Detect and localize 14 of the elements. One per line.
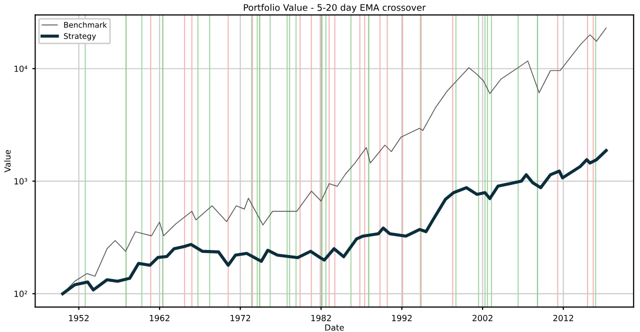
x-tick-label: 1972 <box>230 314 250 322</box>
x-tick-label: 2012 <box>553 314 574 322</box>
x-tick-label: 1992 <box>392 314 412 322</box>
y-axis-title: Value <box>4 150 11 172</box>
x-tick-label: 1962 <box>150 314 170 322</box>
x-tick-label: 2002 <box>472 314 492 322</box>
x-tick-label: 1952 <box>69 314 89 322</box>
chart-title: Portfolio Value - 5-20 day EMA crossover <box>244 4 426 13</box>
x-tick-label: 1982 <box>311 314 331 322</box>
line-series <box>61 149 608 296</box>
y-tick-label: 10³ <box>14 178 28 184</box>
x-axis-title: Date <box>325 324 344 331</box>
y-tick-label: 10⁴ <box>14 66 28 72</box>
y-tick-label: 10² <box>14 290 28 297</box>
